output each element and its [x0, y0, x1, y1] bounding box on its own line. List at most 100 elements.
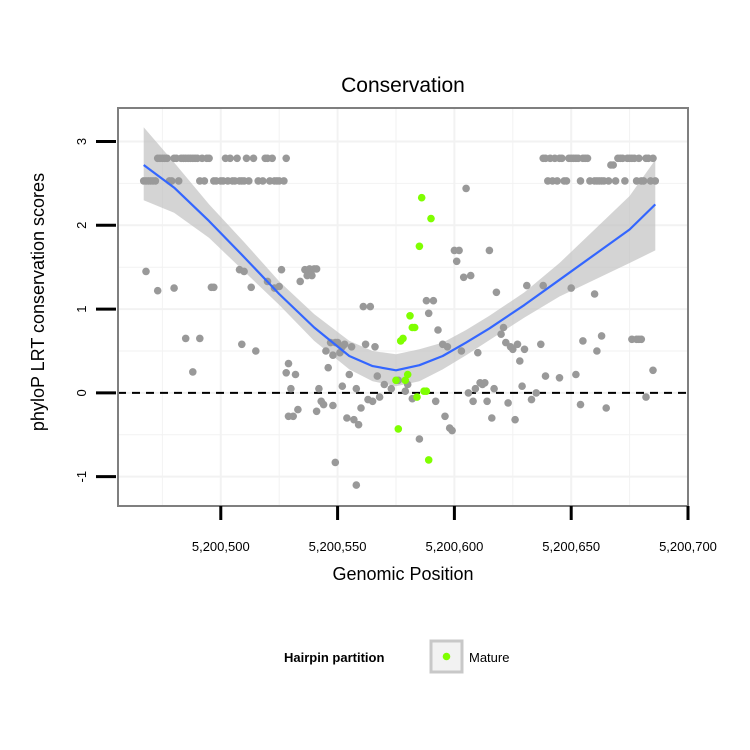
other-point [343, 414, 351, 422]
other-point [338, 382, 347, 391]
other-point [555, 374, 564, 382]
other-point [210, 283, 218, 292]
other-point [357, 404, 365, 412]
other-point [294, 405, 302, 414]
other-point [275, 282, 284, 291]
other-point [651, 177, 660, 185]
other-point [481, 379, 489, 387]
mature-point [403, 370, 412, 379]
legend-swatch-mature [442, 652, 451, 661]
other-point [196, 334, 204, 343]
other-point [539, 281, 547, 290]
other-point [527, 395, 536, 404]
other-point [359, 302, 368, 311]
other-point [226, 154, 234, 163]
other-point [424, 309, 433, 318]
other-point [576, 177, 585, 185]
other-point [247, 283, 255, 292]
other-point [296, 277, 305, 286]
other-point [443, 343, 452, 351]
y-tick-label: 3 [74, 138, 89, 145]
other-point [312, 265, 321, 273]
mature-point [394, 425, 403, 433]
other-point [558, 154, 566, 163]
other-point [649, 154, 657, 163]
x-tick-label: 5,200,600 [425, 539, 483, 554]
other-point [387, 384, 396, 393]
other-point [474, 348, 482, 357]
other-point [621, 177, 629, 185]
other-point [415, 435, 424, 443]
other-point [167, 177, 176, 185]
other-point [583, 154, 592, 163]
other-point [151, 177, 160, 185]
y-axis-label: phyloP LRT conservation scores [28, 173, 48, 431]
mature-point [427, 214, 435, 223]
other-point [174, 177, 183, 185]
other-point [200, 177, 209, 185]
other-point [380, 380, 389, 389]
other-point [434, 326, 442, 334]
other-point [471, 384, 480, 393]
other-point [324, 363, 333, 372]
other-point [373, 372, 382, 380]
other-point [590, 290, 599, 298]
other-point [287, 384, 295, 393]
other-point [354, 420, 363, 429]
mature-point [422, 387, 431, 396]
other-point [308, 271, 316, 280]
other-point [331, 458, 340, 467]
other-point [639, 177, 648, 185]
mature-point [392, 376, 400, 385]
x-tick-label: 5,200,700 [659, 539, 717, 554]
other-point [459, 273, 468, 282]
y-tick-label: 0 [74, 389, 89, 396]
other-point [277, 265, 286, 274]
other-point [441, 412, 449, 421]
other-point [609, 161, 617, 169]
mature-point [401, 376, 410, 385]
other-point [464, 389, 473, 397]
other-point [240, 267, 248, 276]
other-point [488, 414, 496, 422]
other-point [352, 481, 361, 489]
mature-point [424, 456, 433, 464]
other-point [523, 281, 531, 290]
other-point [593, 347, 601, 355]
other-point [431, 397, 440, 406]
other-point [291, 370, 300, 379]
smooth-fit-line [143, 164, 657, 372]
other-point [541, 372, 550, 380]
other-point [448, 426, 456, 435]
other-point [280, 177, 288, 185]
mature-point [399, 334, 407, 343]
other-point [611, 177, 620, 185]
other-point [469, 397, 477, 406]
mature-point [406, 312, 414, 320]
other-point [142, 267, 150, 276]
other-point [485, 246, 494, 255]
mature-point [417, 193, 426, 202]
other-point [205, 154, 213, 163]
other-point [576, 400, 585, 409]
other-point [249, 154, 258, 163]
other-point [483, 397, 491, 406]
other-point [532, 389, 540, 397]
other-point [604, 177, 613, 185]
confidence-band-layer [143, 127, 656, 387]
other-point [504, 399, 512, 407]
other-point [242, 154, 251, 163]
other-point [282, 154, 291, 163]
legend-title: Hairpin partition [284, 650, 384, 665]
chart-title: Conservation [341, 74, 465, 97]
other-point [520, 345, 529, 354]
other-point [452, 257, 461, 266]
other-point [401, 387, 410, 396]
panel-border [117, 107, 689, 507]
other-point [345, 370, 354, 379]
other-point [422, 296, 431, 305]
y-tick-label: 2 [74, 222, 89, 229]
other-point [153, 286, 162, 295]
x-tick-label: 5,200,650 [542, 539, 600, 554]
